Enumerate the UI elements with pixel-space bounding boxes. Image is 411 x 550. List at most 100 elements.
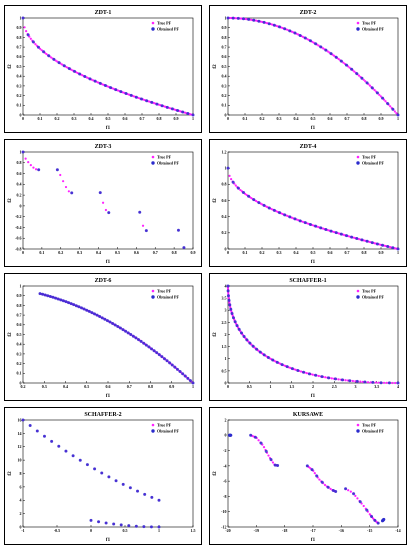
legend-obtained-marker	[356, 161, 360, 165]
legend-obtained-label: Obtained PF	[157, 429, 179, 434]
obtained-pf-point	[114, 88, 118, 92]
obtained-pf-point	[93, 79, 97, 83]
obtained-pf-point	[104, 521, 108, 525]
true-pf-point	[394, 381, 397, 385]
series-obtained-pf	[227, 433, 386, 525]
x-tick-label: 0.6	[328, 116, 333, 121]
y-tick-label: 0.8	[17, 303, 22, 308]
obtained-pf-point	[46, 294, 50, 298]
y-tick-label: 0.4	[17, 182, 22, 187]
obtained-pf-point	[235, 324, 239, 328]
legend-obtained-label: Obtained PF	[362, 295, 384, 300]
obtained-pf-point	[70, 191, 74, 195]
obtained-pf-point	[396, 113, 400, 117]
true-pf-point	[347, 489, 350, 492]
obtained-pf-point	[119, 523, 123, 527]
obtained-pf-point	[175, 367, 179, 371]
x-tick-label: -20	[225, 528, 230, 533]
obtained-pf-point	[271, 358, 275, 362]
obtained-pf-point	[52, 57, 56, 61]
x-tick-label: -18	[282, 528, 287, 533]
obtained-pf-point	[54, 296, 58, 300]
y-tick-label: 0.2	[17, 193, 22, 198]
obtained-pf-point	[37, 168, 41, 172]
y-axis-label: f2	[8, 332, 13, 337]
x-tick-label: -14	[395, 528, 400, 533]
obtained-pf-point	[226, 294, 230, 298]
obtained-pf-point	[97, 520, 101, 524]
panel-zdt-2: ZDT-2 0 0.1 0.2 0.3 0.4 0.5 0.6 0.7 0.8 0.9 1 0 0.1 0.…	[209, 5, 407, 133]
obtained-pf-point	[57, 444, 61, 448]
chart-svg: SCHAFFER-1 0 0.5 1 1.5 2 2.5 3 3.5 4 0 0.5 1 1.5 2 2.5 3…	[213, 278, 400, 399]
obtained-pf-point	[355, 72, 359, 76]
y-tick-label: 0	[20, 524, 22, 529]
obtained-pf-point	[280, 363, 284, 367]
x-tick-label: 0.9	[379, 250, 384, 255]
y-tick-label: 1	[20, 15, 22, 20]
obtained-pf-point	[314, 42, 318, 46]
obtained-pf-point	[278, 25, 282, 29]
true-pf-point	[271, 461, 275, 464]
x-tick-label: 0.6	[123, 116, 128, 121]
true-pf-point	[64, 185, 68, 189]
y-tick-label: 0.6	[222, 198, 227, 203]
true-pf-point	[32, 166, 35, 169]
y-tick-label: 1	[225, 166, 227, 171]
true-pf-point	[330, 377, 333, 380]
obtained-pf-point	[150, 495, 154, 499]
x-tick-label: 0.4	[63, 384, 68, 389]
obtained-pf-point	[85, 308, 89, 312]
x-tick-label: -19	[254, 528, 259, 533]
x-tick-label: 2	[312, 384, 314, 389]
true-pf-point	[337, 378, 340, 381]
true-pf-point	[267, 454, 270, 457]
obtained-pf-point	[114, 479, 118, 483]
y-tick-label: 0	[20, 380, 22, 385]
x-tick-label: 3	[355, 384, 357, 389]
obtained-pf-point	[329, 229, 333, 233]
legend-true-marker	[151, 423, 155, 427]
obtained-pf-point	[121, 482, 125, 486]
x-tick-label: 0.4	[96, 250, 101, 255]
obtained-pf-point	[387, 381, 391, 385]
obtained-pf-point	[241, 17, 245, 21]
obtained-pf-point	[320, 480, 324, 484]
true-pf-point	[326, 50, 329, 53]
y-tick-label: 0	[20, 203, 22, 208]
y-tick-label: 0.6	[17, 322, 22, 327]
obtained-pf-point	[108, 320, 112, 324]
series-true-pf	[226, 16, 400, 117]
x-tick-label: 0	[22, 250, 24, 255]
obtained-pf-point	[324, 228, 328, 232]
x-tick-label: 0.2	[21, 384, 26, 389]
obtained-pf-point	[371, 380, 375, 384]
legend-obtained-marker	[151, 27, 155, 31]
obtained-pf-point	[100, 316, 104, 320]
obtained-pf-point	[112, 522, 116, 526]
legend-obtained-label: Obtained PF	[157, 27, 179, 32]
obtained-pf-point	[302, 370, 306, 374]
chart-svg: ZDT-1 0 0.1 0.2 0.3 0.4 0.5 0.6 0.7 0.8 0.9 1 0 0.1 0.…	[8, 10, 195, 131]
obtained-pf-point	[61, 299, 65, 303]
obtained-pf-point	[134, 524, 138, 528]
x-tick-label: 0.8	[148, 384, 153, 389]
obtained-pf-point	[240, 331, 244, 335]
x-tick-label: 1.5	[289, 384, 294, 389]
y-tick-label: 0.8	[17, 35, 22, 40]
obtained-pf-point	[21, 418, 25, 422]
obtained-pf-point	[308, 222, 312, 226]
true-pf-point	[24, 157, 27, 160]
obtained-pf-point	[157, 498, 161, 502]
plot-area	[22, 151, 194, 250]
true-pf-point	[378, 93, 381, 96]
obtained-pf-point	[88, 77, 92, 81]
obtained-pf-point	[181, 372, 185, 376]
obtained-pf-point	[113, 323, 117, 327]
legend-obtained-label: Obtained PF	[157, 295, 179, 300]
legend-true-label: True PF	[157, 21, 172, 26]
y-tick-label: 4	[20, 498, 22, 503]
obtained-pf-point	[226, 166, 230, 170]
y-tick-label: 0.4	[222, 214, 227, 219]
